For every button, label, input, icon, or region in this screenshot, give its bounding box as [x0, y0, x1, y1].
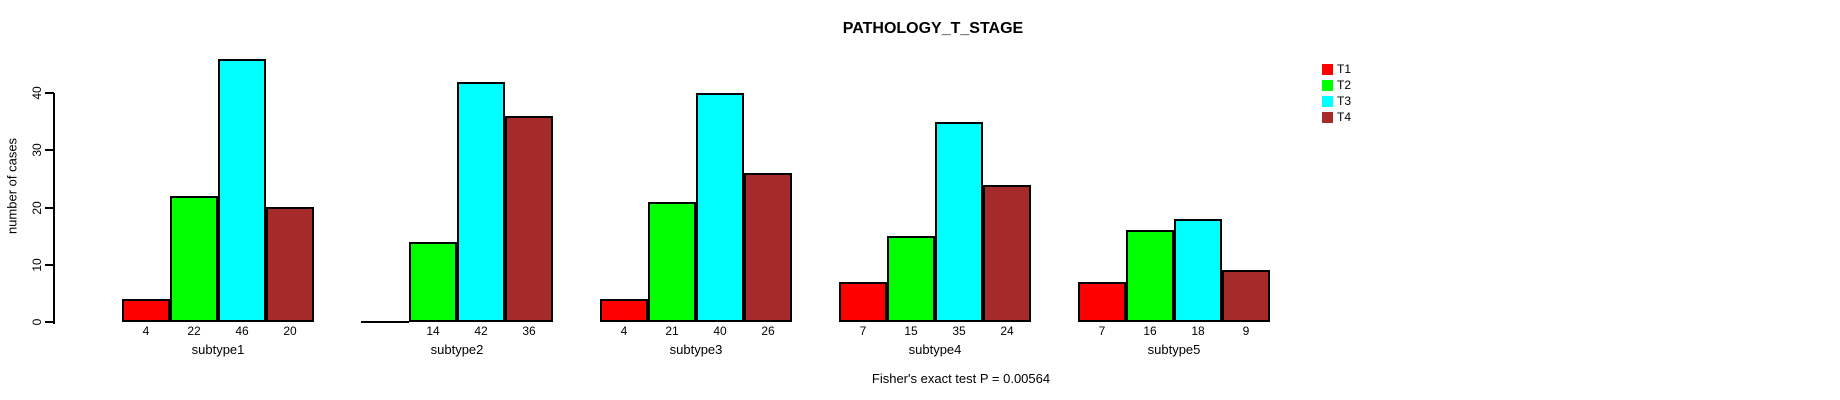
bar-value-label: 36	[522, 324, 536, 338]
bar	[983, 185, 1031, 322]
x-category-label: subtype2	[430, 342, 484, 357]
legend-item: T2	[1322, 78, 1352, 92]
y-tick	[45, 92, 54, 94]
bar-value-label: 20	[283, 324, 297, 338]
legend-label: T4	[1337, 110, 1352, 124]
x-category-label: subtype1	[191, 342, 245, 357]
legend-item: T1	[1322, 62, 1352, 76]
bar	[648, 202, 696, 322]
y-tick-label: 10	[30, 258, 44, 272]
bar	[839, 282, 887, 322]
bar	[935, 122, 983, 322]
bar-value-label: 24	[1000, 324, 1014, 338]
bar	[457, 82, 505, 322]
bar-value-label: 15	[904, 324, 918, 338]
bar-value-label: 9	[1242, 324, 1250, 338]
bar-value-label: 16	[1143, 324, 1157, 338]
bar-value-label: 40	[713, 324, 727, 338]
bar-value-label: 35	[952, 324, 966, 338]
legend-swatch	[1322, 80, 1333, 91]
x-category-label: subtype3	[669, 342, 723, 357]
bar	[409, 242, 457, 322]
y-tick-label: 40	[30, 86, 44, 100]
legend-label: T3	[1337, 94, 1352, 108]
bar-value-label: 22	[187, 324, 201, 338]
bar-value-label: 14	[426, 324, 440, 338]
bar-value-label: 21	[665, 324, 679, 338]
y-tick	[45, 321, 54, 323]
bar	[600, 299, 648, 322]
bar	[1078, 282, 1126, 322]
bar-value-label: 7	[1098, 324, 1106, 338]
x-category-label: subtype5	[1147, 342, 1201, 357]
legend-swatch	[1322, 64, 1333, 75]
bar	[170, 196, 218, 322]
legend: T1 T2 T3 T4	[1322, 62, 1352, 128]
x-category-label: subtype4	[908, 342, 962, 357]
bar	[122, 299, 170, 322]
bar-value-label: 26	[761, 324, 775, 338]
bar-value-label: 4	[142, 324, 150, 338]
bar-value-label: 42	[474, 324, 488, 338]
legend-item: T3	[1322, 94, 1352, 108]
bar	[218, 59, 266, 322]
y-tick-label: 30	[30, 143, 44, 157]
y-tick	[45, 149, 54, 151]
bar-value-label: 18	[1191, 324, 1205, 338]
legend-label: T2	[1337, 78, 1352, 92]
bar-value-label: 7	[859, 324, 867, 338]
legend-item: T4	[1322, 110, 1352, 124]
y-tick	[45, 207, 54, 209]
bar	[887, 236, 935, 322]
bar	[744, 173, 792, 322]
bar-zero-segment	[361, 321, 409, 323]
y-tick	[45, 264, 54, 266]
bar	[505, 116, 553, 322]
bar	[1174, 219, 1222, 322]
bar	[696, 93, 744, 322]
bar	[266, 207, 314, 322]
bar	[1126, 230, 1174, 322]
y-tick-label: 20	[30, 201, 44, 215]
annotation-text: Fisher's exact test P = 0.00564	[871, 371, 1051, 386]
y-axis-line	[53, 93, 55, 324]
bar	[1222, 270, 1270, 322]
y-tick-label: 0	[30, 318, 44, 326]
legend-label: T1	[1337, 62, 1352, 76]
bar-value-label: 46	[235, 324, 249, 338]
bar-value-label: 4	[620, 324, 628, 338]
legend-swatch	[1322, 96, 1333, 107]
legend-swatch	[1322, 112, 1333, 123]
chart-title: PATHOLOGY_T_STAGE	[842, 20, 1024, 37]
